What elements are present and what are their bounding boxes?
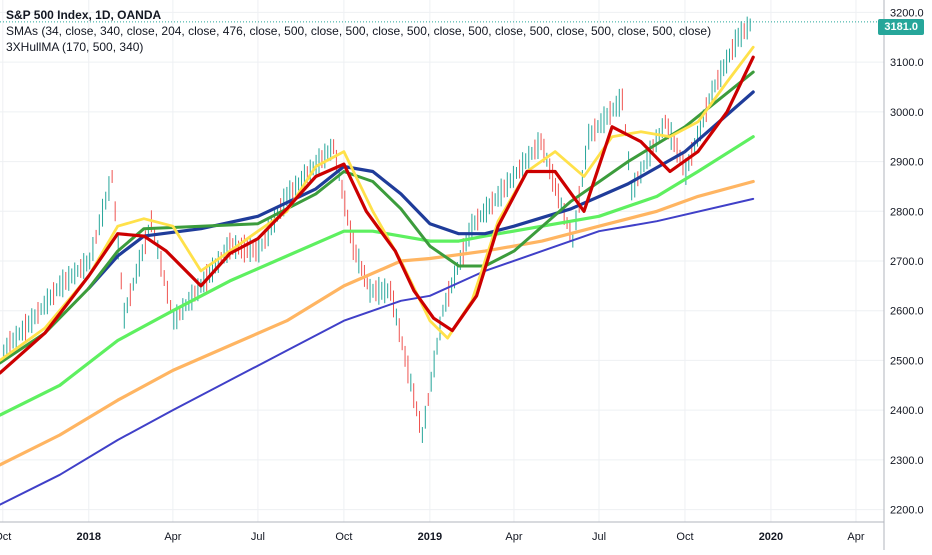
x-tick-label: Apr: [164, 531, 181, 543]
x-tick-label: Oct: [676, 531, 693, 543]
x-tick-label: Apr: [505, 531, 522, 543]
y-tick-label: 2800.0: [890, 206, 924, 218]
hull-indicator-label[interactable]: 3XHullMA (170, 500, 340): [6, 40, 144, 54]
chart-title: S&P 500 Index, 1D, OANDA: [6, 8, 162, 22]
last-price-tag: 3181.0: [878, 19, 924, 35]
x-tick-label: 2018: [77, 531, 101, 543]
series-line: [0, 55, 755, 375]
y-tick-label: 2200.0: [890, 505, 924, 517]
x-tick-label: Jul: [592, 531, 606, 543]
y-tick-label: 2900.0: [890, 157, 924, 169]
x-tick-label: 2020: [759, 531, 783, 543]
y-tick-label: 2500.0: [890, 355, 924, 367]
y-tick-label: 3100.0: [890, 57, 924, 69]
y-tick-label: 2400.0: [890, 405, 924, 417]
chart-legend: S&P 500 Index, 1D, OANDA SMAs (34, close…: [6, 7, 711, 55]
smas-indicator-label[interactable]: SMAs (34, close, 340, close, 204, close,…: [6, 24, 712, 38]
y-tick-label: 3000.0: [890, 107, 924, 119]
series-line: [0, 135, 755, 417]
x-tick-label: Jul: [251, 531, 265, 543]
y-tick-label: 2600.0: [890, 306, 924, 318]
series-line: [87, 90, 755, 290]
x-tick-label: Oct: [335, 531, 352, 543]
series-line: [0, 70, 755, 365]
y-tick-label: 2700.0: [890, 256, 924, 268]
x-tick-label: Oct: [0, 531, 11, 543]
y-tick-label: 2300.0: [890, 455, 924, 467]
series-line: [0, 197, 755, 506]
x-tick-label: Apr: [847, 531, 864, 543]
x-tick-label: 2019: [418, 531, 442, 543]
y-tick-label: 3200.0: [890, 7, 924, 19]
